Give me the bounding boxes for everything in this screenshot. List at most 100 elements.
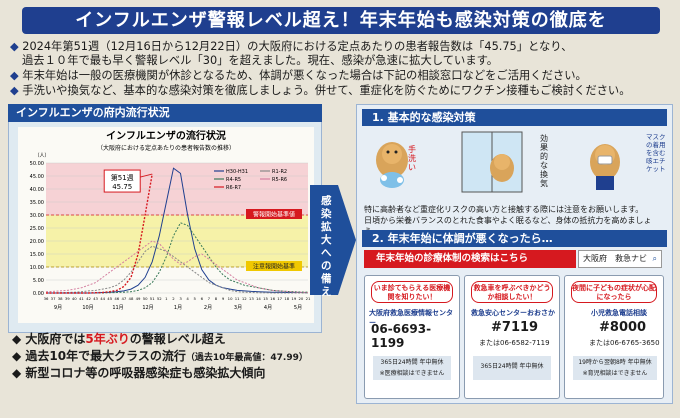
x-tick-label: 10 bbox=[228, 296, 233, 301]
card-pediatric: 夜間に子どもの症状が心配になったら 小児救急電話相談 #8000 または06-6… bbox=[564, 275, 664, 399]
series-line bbox=[46, 245, 308, 294]
card-ambulance: 救急車を呼ぶべきかどうか相談したい！ 救急安心センターおおさか #7119 また… bbox=[464, 275, 560, 399]
peak-callout-box bbox=[103, 169, 141, 193]
handwash-illustration bbox=[376, 142, 408, 188]
card-2-title: 救急安心センターおおさか bbox=[471, 309, 555, 317]
chart-title: インフルエンザの流行状況 bbox=[106, 129, 226, 142]
peak-callout-pointer bbox=[140, 173, 153, 178]
card-3-bubble: 夜間に子どもの症状が心配になったら bbox=[571, 281, 657, 303]
x-tick-label: 19 bbox=[291, 296, 296, 301]
threshold-label-bg bbox=[246, 261, 302, 271]
card-3-alt: または06-6765-3650 bbox=[589, 339, 660, 347]
left-bottom-1: ◆ 大阪府では5年ぶりの警報レベル超え bbox=[12, 332, 226, 346]
x-tick-label: 7 bbox=[208, 296, 211, 301]
measures-header: 1. 基本的な感染対策 bbox=[362, 109, 667, 126]
y-axis-unit: （人） bbox=[34, 153, 49, 159]
card-1-title: 大阪府救急医療情報センター bbox=[369, 309, 453, 327]
search-input-text: 大阪府 救急ナビ bbox=[583, 254, 647, 263]
x-tick-label: 40 bbox=[72, 296, 77, 301]
card-1-phone[interactable]: 06-6693-1199 bbox=[371, 322, 432, 350]
x-tick-label: 48 bbox=[129, 296, 134, 301]
bullet-3: ◆ 手洗いや換気など、基本的な感染対策を徹底しましょう。併せて、重症化を防ぐため… bbox=[10, 84, 631, 97]
bullet-1: ◆ 2024年第51週（12月16日から12月22日）の大阪府における定点あたり… bbox=[10, 40, 573, 53]
legend-label: H30-H31 bbox=[226, 169, 248, 175]
y-tick-label: 30.00 bbox=[30, 213, 44, 219]
threshold-label-bg bbox=[246, 209, 302, 219]
search-input[interactable]: 大阪府 救急ナビ ⌕ bbox=[578, 250, 662, 268]
x-month-label: 9月 bbox=[54, 305, 62, 311]
x-month-label: 3月 bbox=[234, 305, 242, 311]
legend-label: R5-R6 bbox=[272, 177, 287, 183]
arrow-text: 感染拡大への備え bbox=[321, 195, 332, 298]
card-3-title: 小児救急電話相談 bbox=[591, 309, 647, 317]
x-tick-label: 21 bbox=[306, 296, 311, 301]
x-month-label: 10月 bbox=[82, 305, 93, 311]
x-month-label: 11月 bbox=[112, 305, 123, 311]
window-illustration bbox=[461, 131, 523, 193]
x-tick-label: 5 bbox=[193, 296, 196, 301]
x-tick-label: 2 bbox=[172, 296, 175, 301]
label-handwash: 手洗い bbox=[408, 145, 416, 172]
y-tick-label: 5.00 bbox=[33, 278, 44, 284]
search-banner[interactable]: 年末年始の診療体制の検索はこちら bbox=[364, 250, 576, 268]
card-2-hours: 365日24時間 年中無休 bbox=[473, 356, 551, 380]
x-tick-label: 15 bbox=[263, 296, 268, 301]
flu-status-header: インフルエンザの府内流行状況 bbox=[8, 104, 322, 122]
y-tick-label: 45.00 bbox=[30, 174, 44, 180]
series-line bbox=[45, 240, 309, 293]
bullet-2: ◆ 年末年始は一般の医療機関が休診となるため、体調が悪くなった場合は下記の相談窓… bbox=[10, 69, 587, 82]
y-tick-label: 0.00 bbox=[33, 291, 44, 297]
left-bottom-3: ◆ 新型コロナ等の呼吸器感染症も感染拡大傾向 bbox=[12, 366, 266, 380]
x-tick-label: 20 bbox=[298, 296, 303, 301]
threshold-label: 警報開始基準値 bbox=[253, 211, 295, 219]
x-tick-label: 41 bbox=[79, 296, 84, 301]
chart-subtitle: （大阪府における定点あたりの患者報告数の推移） bbox=[97, 144, 235, 152]
card-3-hours: 19時から翌朝8時 年中無休 bbox=[578, 359, 652, 366]
x-tick-label: 52 bbox=[157, 296, 162, 301]
x-tick-label: 6 bbox=[201, 296, 204, 301]
x-month-label: 12月 bbox=[142, 305, 153, 311]
y-tick-label: 25.00 bbox=[30, 226, 44, 232]
x-tick-label: 17 bbox=[277, 296, 282, 301]
x-tick-label: 47 bbox=[121, 296, 126, 301]
x-tick-label: 13 bbox=[249, 296, 254, 301]
x-tick-label: 45 bbox=[107, 296, 112, 301]
mask-illustration bbox=[590, 144, 620, 190]
flu-chart: インフルエンザの流行状況 （大阪府における定点あたりの患者報告数の推移） 0.00 5… bbox=[30, 129, 311, 311]
card-1-note: ※医療相談はできません bbox=[379, 370, 445, 377]
card-1-hours: 365日24時間 年中無休 bbox=[380, 359, 444, 366]
x-month-label: 4月 bbox=[264, 305, 272, 311]
chart-area: インフルエンザの流行状況 （大阪府における定点あたりの患者報告数の推移） 0.00 5… bbox=[18, 127, 314, 323]
search-label: 年末年始の診療体制の検索はこちら bbox=[376, 253, 529, 264]
arrow-shape bbox=[310, 185, 356, 295]
card-3-phone[interactable]: #8000 bbox=[599, 320, 647, 335]
illustrations bbox=[376, 131, 620, 193]
x-month-label: 5月 bbox=[294, 305, 302, 311]
bullet-1-cont: 過去１０年で最も早く警報レベル「30」を超えました。現在、感染が急速に拡大してい… bbox=[22, 54, 499, 67]
x-tick-label: 1 bbox=[165, 296, 168, 301]
x-tick-label: 46 bbox=[114, 296, 119, 301]
y-tick-label: 15.00 bbox=[30, 252, 44, 258]
x-tick-label: 3 bbox=[179, 296, 182, 301]
y-tick-label: 10.00 bbox=[30, 265, 44, 271]
y-tick-label: 40.00 bbox=[30, 187, 44, 193]
card-2-phone[interactable]: #7119 bbox=[491, 320, 539, 335]
legend-label: R6-R7 bbox=[226, 185, 241, 191]
card-2-bubble: 救急車を呼ぶべきかどうか相談したい！ bbox=[471, 281, 553, 303]
x-tick-label: 18 bbox=[284, 296, 289, 301]
x-tick-label: 37 bbox=[51, 296, 56, 301]
search-icon[interactable]: ⌕ bbox=[652, 254, 657, 263]
card-2-alt: または06-6582-7119 bbox=[479, 339, 550, 347]
x-tick-label: 38 bbox=[58, 296, 63, 301]
main-banner: インフルエンザ警報レベル超え！年末年始も感染対策の徹底を bbox=[22, 7, 660, 34]
x-tick-label: 4 bbox=[186, 296, 189, 301]
card-1-hours-box: 365日24時間 年中無休 ※医療相談はできません bbox=[373, 356, 451, 380]
sick-header: 2. 年末年始に体調が悪くなったら… bbox=[362, 230, 667, 247]
x-tick-label: 11 bbox=[235, 296, 240, 301]
x-tick-label: 14 bbox=[256, 296, 261, 301]
x-tick-label: 36 bbox=[44, 296, 49, 301]
threshold-label: 注意報開始基準 bbox=[253, 263, 295, 271]
card-3-note: ※育児相談はできません bbox=[582, 370, 648, 377]
x-month-label: 2月 bbox=[204, 305, 212, 311]
series-line bbox=[46, 173, 153, 294]
